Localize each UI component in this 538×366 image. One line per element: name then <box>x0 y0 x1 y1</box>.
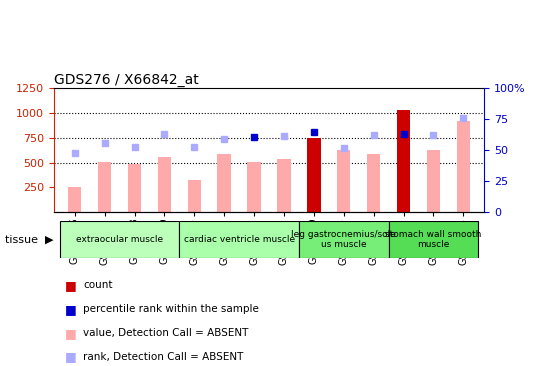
Bar <box>457 121 470 212</box>
Bar <box>188 180 201 212</box>
Bar <box>397 110 410 212</box>
Bar <box>337 150 350 212</box>
Text: stomach wall smooth
muscle: stomach wall smooth muscle <box>385 230 482 250</box>
Text: cardiac ventricle muscle: cardiac ventricle muscle <box>183 235 295 244</box>
Text: ■: ■ <box>65 303 76 316</box>
Text: percentile rank within the sample: percentile rank within the sample <box>83 304 259 314</box>
Bar <box>307 138 321 212</box>
Text: count: count <box>83 280 113 291</box>
Bar <box>158 157 171 212</box>
Bar <box>68 187 81 212</box>
Text: ■: ■ <box>65 326 76 340</box>
Bar <box>299 221 388 258</box>
Text: value, Detection Call = ABSENT: value, Detection Call = ABSENT <box>83 328 249 338</box>
Bar <box>427 150 440 212</box>
Bar <box>60 221 179 258</box>
Bar <box>179 221 299 258</box>
Text: leg gastrocnemius/sole
us muscle: leg gastrocnemius/sole us muscle <box>291 230 396 250</box>
Text: GDS276 / X66842_at: GDS276 / X66842_at <box>54 73 199 87</box>
Text: ■: ■ <box>65 279 76 292</box>
Bar <box>247 161 261 212</box>
Bar <box>128 164 141 212</box>
Bar <box>367 154 380 212</box>
Text: tissue  ▶: tissue ▶ <box>5 235 54 245</box>
Bar <box>217 154 231 212</box>
Text: ■: ■ <box>65 350 76 363</box>
Bar <box>277 158 291 212</box>
Bar <box>388 221 478 258</box>
Bar <box>98 161 111 212</box>
Text: rank, Detection Call = ABSENT: rank, Detection Call = ABSENT <box>83 352 244 362</box>
Text: extraocular muscle: extraocular muscle <box>76 235 163 244</box>
